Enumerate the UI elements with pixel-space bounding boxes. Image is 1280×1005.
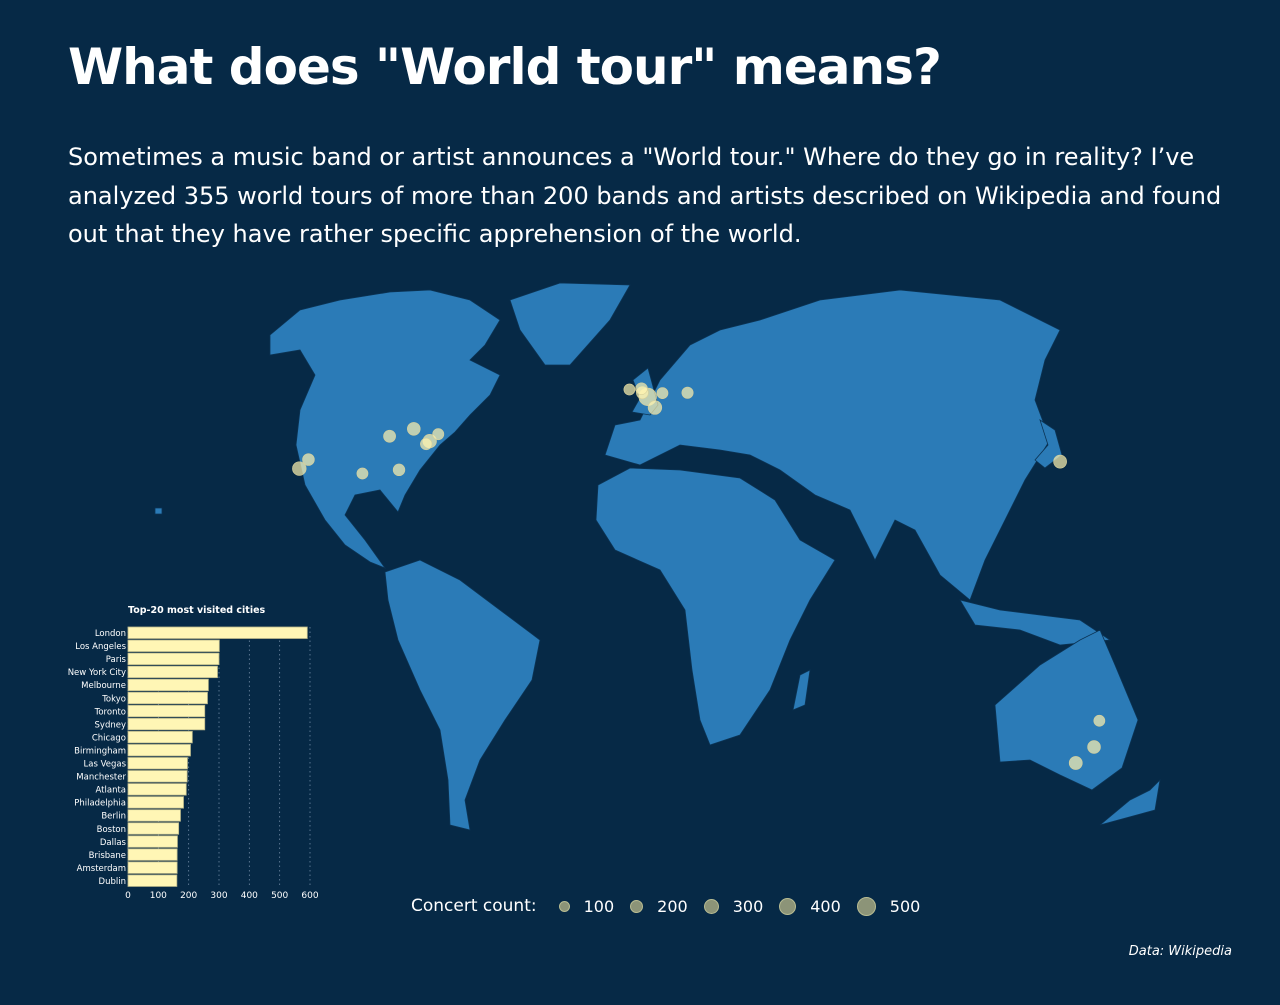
city-bubble-philadelphia	[420, 437, 433, 451]
category-label: Chicago	[92, 733, 126, 743]
land-greenland	[509, 282, 631, 366]
legend-item-400: 400	[779, 897, 841, 916]
city-bubble-boston	[432, 428, 445, 441]
bar-sydney	[127, 717, 206, 731]
bar-chart-title: Top-20 most visited cities	[128, 605, 266, 616]
city-bubble-sydney	[1087, 740, 1101, 754]
bar-new-york-city	[127, 665, 218, 679]
legend-circle	[703, 898, 719, 914]
land-eurasia	[604, 289, 1061, 601]
city-bubble-dallas	[356, 467, 369, 480]
land-australia	[994, 629, 1139, 791]
land-indonesia	[959, 599, 1112, 646]
land-madagascar	[792, 669, 811, 711]
legend-value: 200	[657, 896, 688, 916]
legend-circle	[779, 897, 797, 915]
land-south-america	[384, 559, 541, 831]
city-bubble-paris	[647, 400, 663, 415]
city-bubble-manchester	[635, 382, 648, 395]
data-source: Data: Wikipedia	[1128, 944, 1232, 959]
legend-value: 500	[889, 896, 921, 916]
land-japan	[1034, 419, 1063, 469]
x-tick-label: 200	[180, 891, 197, 901]
bar-philadelphia	[127, 796, 184, 809]
category-label: Sydney	[95, 720, 126, 730]
bar-birmingham	[127, 744, 191, 757]
category-label: Amsterdam	[77, 864, 126, 874]
city-bubble-melbourne	[1068, 756, 1083, 770]
bar-melbourne	[127, 678, 209, 692]
category-label: London	[95, 629, 126, 639]
category-label: Brisbane	[89, 851, 126, 861]
x-tick-label: 400	[241, 891, 258, 901]
size-legend: Concert count: 100 200 300 400 500	[411, 896, 936, 916]
land-africa	[595, 467, 836, 746]
bar-dublin	[127, 874, 178, 887]
category-label: Boston	[97, 825, 126, 835]
legend-circle	[856, 896, 876, 916]
category-label: Toronto	[94, 707, 126, 717]
bar-manchester	[127, 770, 188, 783]
bar-amsterdam	[127, 861, 178, 874]
bar-brisbane	[127, 848, 178, 861]
bar-london	[127, 626, 308, 639]
x-tick-label: 300	[210, 891, 227, 901]
category-label: Atlanta	[96, 786, 127, 796]
x-tick-label: 0	[125, 891, 131, 901]
category-label: Birmingham	[74, 746, 126, 756]
bar-berlin	[127, 809, 181, 822]
category-label: Los Angeles	[75, 642, 126, 652]
category-label: Paris	[106, 655, 127, 665]
bar-toronto	[127, 704, 206, 718]
category-label: Manchester	[76, 773, 126, 783]
page-title: What does "World tour" means?	[68, 38, 942, 96]
city-bubble-dublin	[623, 383, 636, 396]
page-subtitle: Sometimes a music band or artist announc…	[68, 143, 1222, 248]
category-label: Berlin	[101, 812, 126, 822]
x-tick-label: 600	[301, 891, 318, 901]
legend-item-100: 100	[558, 896, 615, 916]
land-north-america	[269, 289, 501, 569]
city-bubble-chicago	[383, 429, 396, 443]
bar-tokyo	[127, 691, 208, 705]
city-bubble-berlin	[681, 386, 694, 399]
category-label: Dublin	[99, 877, 126, 887]
x-tick-label: 500	[271, 891, 288, 901]
category-label: Philadelphia	[74, 799, 126, 809]
category-label: Tokyo	[101, 694, 126, 704]
category-label: Melbourne	[81, 681, 126, 691]
legend-value: 300	[732, 896, 764, 916]
legend-circle	[558, 900, 570, 912]
land-hawaii	[154, 507, 163, 515]
bar-dallas	[127, 835, 178, 848]
legend-item-300: 300	[703, 896, 764, 916]
land-new-zealand	[1099, 778, 1161, 826]
category-label: Dallas	[100, 838, 127, 848]
city-bubble-brisbane	[1093, 714, 1106, 727]
bar-las-vegas	[127, 757, 188, 770]
city-bubble-toronto	[407, 422, 421, 436]
legend-value: 100	[583, 896, 615, 916]
city-bubble-los-angeles	[292, 461, 307, 476]
city-bubble-amsterdam	[656, 387, 669, 400]
city-bubble-atlanta	[392, 463, 406, 477]
bar-atlanta	[127, 783, 187, 796]
category-label: New York City	[68, 668, 126, 678]
category-label: Las Vegas	[84, 760, 127, 770]
bar-boston	[127, 822, 180, 835]
legend-label: Concert count:	[411, 896, 537, 916]
legend-item-200: 200	[630, 897, 688, 916]
bar-paris	[127, 652, 220, 665]
x-tick-label: 100	[150, 891, 167, 901]
city-bubble-las-vegas	[302, 453, 315, 466]
legend-value: 400	[810, 896, 841, 916]
city-bubble-tokyo	[1053, 454, 1067, 469]
legend-circle	[630, 899, 644, 913]
bar-chicago	[127, 731, 193, 744]
legend-item-500: 500	[856, 896, 921, 916]
bar-los-angeles	[127, 639, 220, 652]
